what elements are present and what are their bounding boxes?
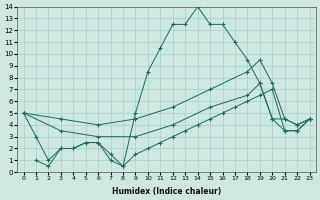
X-axis label: Humidex (Indice chaleur): Humidex (Indice chaleur)	[112, 187, 221, 196]
